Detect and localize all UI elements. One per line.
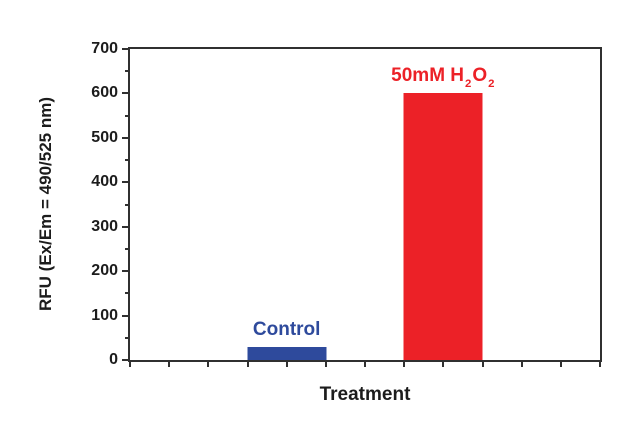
y-axis-major-tick (122, 225, 130, 228)
x-axis-minor-tick (481, 360, 484, 367)
plot-area: 0 100 200 300 400 500 600 700 Control 50mM H2O2 (91, 41, 602, 368)
y-axis-tick-label: 0 (109, 351, 118, 368)
bar-control (247, 346, 327, 360)
y-axis-tick-label: 200 (91, 262, 118, 280)
y-axis-major-tick (122, 48, 130, 50)
bar-label-control: Control (253, 320, 321, 339)
x-axis-minor-tick (168, 360, 171, 367)
x-axis-minor-tick (442, 360, 445, 367)
y-axis-tick-label: 100 (91, 306, 118, 324)
y-axis-minor-tick (125, 70, 130, 73)
bar-label-text: 50mM H (391, 65, 465, 87)
bar-label-50mm-h2o2: 50mM H2O2 (391, 65, 495, 89)
y-axis-major-tick (122, 359, 130, 361)
y-axis-title: RFU (Ex/Em = 490/525 nm) (36, 96, 55, 312)
x-axis-minor-tick (364, 360, 366, 367)
y-axis-tick-label: 400 (91, 173, 118, 191)
x-axis-title: Treatment (319, 384, 411, 405)
x-axis-minor-tick (207, 360, 210, 367)
bar-label-subscript: 2 (465, 78, 472, 91)
y-axis-tick-label: 300 (91, 217, 118, 235)
x-axis-minor-tick (520, 360, 523, 367)
x-axis-minor-tick (246, 360, 249, 367)
x-axis-minor-tick (403, 360, 406, 367)
y-axis-minor-tick (125, 114, 130, 117)
y-axis-minor-tick (125, 336, 130, 339)
bar-50mm-h2o2 (403, 93, 483, 360)
y-axis-minor-tick (125, 292, 130, 295)
y-axis-tick-label: 600 (91, 84, 118, 102)
y-axis-major-tick (122, 181, 130, 184)
bar-label-text: O (472, 65, 488, 87)
y-axis-major-tick (122, 314, 130, 317)
y-axis-tick-label: 500 (91, 128, 118, 146)
x-axis-minor-tick (285, 360, 288, 367)
y-axis-minor-tick (125, 247, 130, 250)
y-axis-minor-tick (125, 159, 130, 162)
x-axis-minor-tick (129, 360, 131, 367)
x-axis-minor-tick (599, 360, 601, 367)
y-axis-major-tick (122, 136, 130, 139)
bar-label-text: Control (252, 318, 321, 340)
x-axis-minor-tick (324, 360, 327, 367)
y-axis-major-tick (122, 270, 130, 273)
y-axis-major-tick (122, 92, 130, 95)
y-axis-minor-tick (125, 203, 130, 206)
bar-label-subscript: 2 (488, 78, 495, 91)
x-axis-minor-tick (559, 360, 562, 367)
y-axis-tick-label: 700 (91, 40, 118, 57)
